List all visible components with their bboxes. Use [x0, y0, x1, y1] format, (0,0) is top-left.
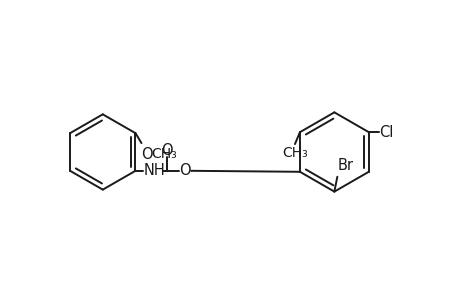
Text: O: O — [161, 143, 173, 158]
Text: CH₃: CH₃ — [151, 147, 177, 161]
Text: Cl: Cl — [378, 125, 392, 140]
Text: NH: NH — [143, 163, 165, 178]
Text: O: O — [179, 163, 190, 178]
Text: O: O — [141, 147, 153, 162]
Text: Br: Br — [336, 158, 353, 173]
Text: CH₃: CH₃ — [281, 146, 307, 160]
